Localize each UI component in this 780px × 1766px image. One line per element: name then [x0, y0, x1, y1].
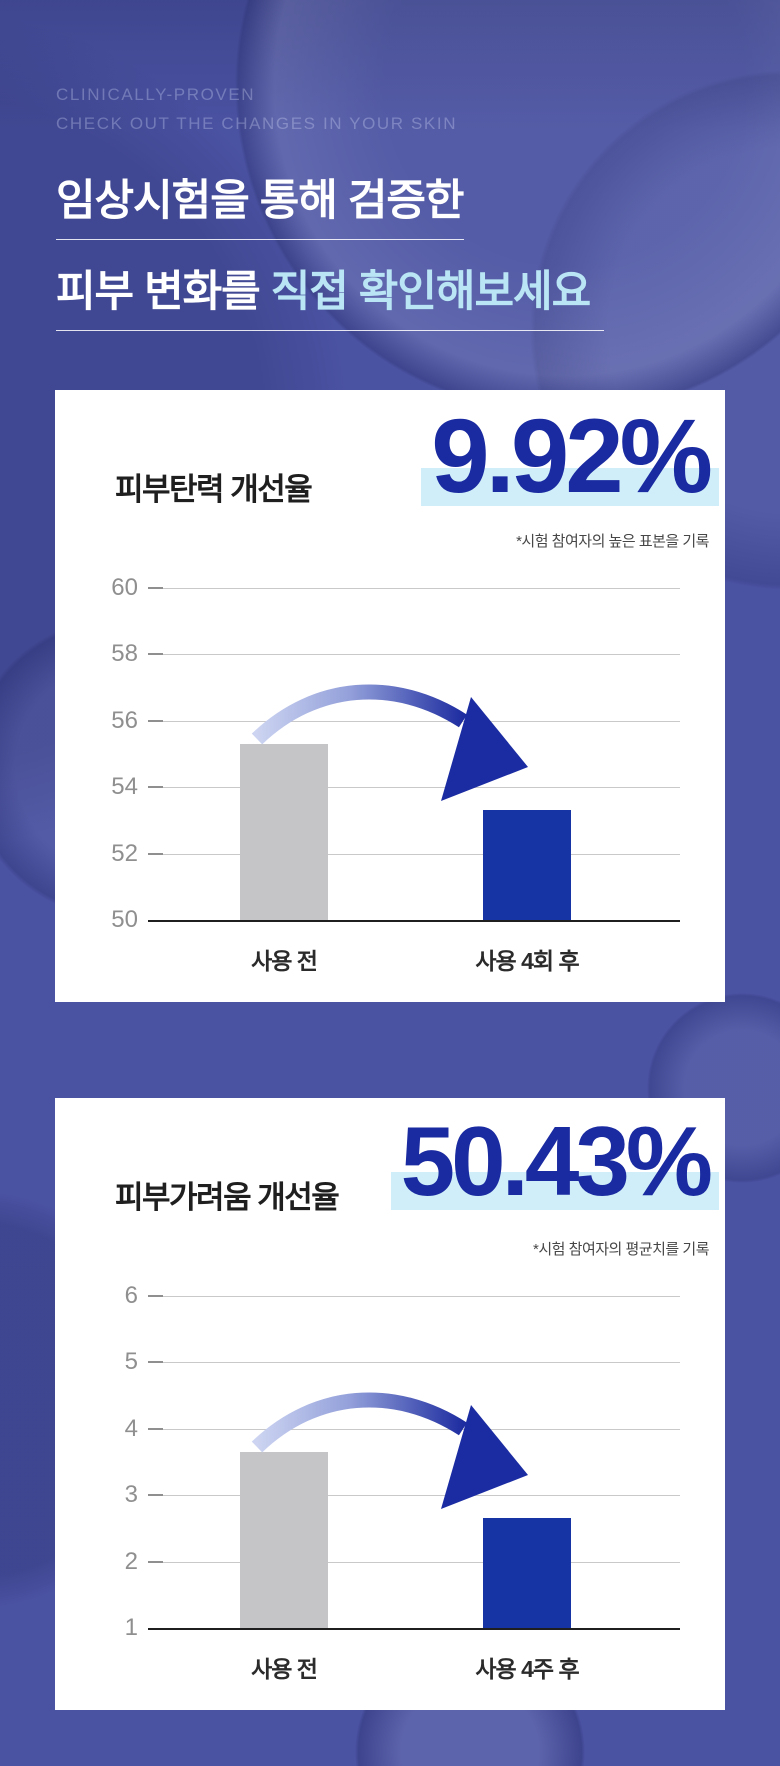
improvement-value-text: 50.43%	[400, 1106, 713, 1216]
headline: 임상시험을 통해 검증한 피부 변화를 직접 확인해보세요	[56, 166, 605, 331]
y-tick-label: 6	[124, 1282, 138, 1309]
y-tick-label: 1	[124, 1614, 138, 1641]
headline-accent: 직접 확인해보세요	[270, 268, 591, 316]
category-label-before: 사용 전	[251, 948, 318, 974]
result-card-elasticity: 피부탄력 개선율 9.92% *시험 참여자의 높은 표본을 기록 60 58 56…	[55, 390, 725, 1002]
improvement-value: 9.92%	[421, 404, 719, 509]
y-tick-label: 56	[111, 706, 138, 734]
category-label-before: 사용 전	[251, 1656, 318, 1682]
gridline	[148, 653, 680, 656]
gridline	[148, 1427, 680, 1430]
headline-line-2: 피부 변화를 직접 확인해보세요	[56, 257, 605, 331]
eyebrow-text: CLINICALLY-PROVEN CHECK OUT THE CHANGES …	[56, 80, 457, 138]
gridline	[148, 1560, 680, 1563]
y-tick-label: 4	[124, 1414, 138, 1442]
value-highlight-band	[421, 468, 719, 506]
y-tick-label: 52	[111, 839, 138, 867]
category-label-after: 사용 4회 후	[475, 948, 579, 974]
category-labels: 사용 전 사용 4회 후	[55, 942, 725, 974]
bar-chart: 6 5 4 3 2 1	[55, 1282, 725, 1641]
gridline	[148, 719, 680, 722]
bar-before	[240, 1452, 328, 1628]
y-tick-label: 54	[111, 773, 138, 801]
improvement-value-text: 9.92%	[431, 398, 713, 515]
gridline	[148, 1494, 680, 1497]
category-label-after: 사용 4주 후	[475, 1656, 579, 1682]
y-tick-label: 2	[124, 1547, 138, 1575]
result-note: *시험 참여자의 높은 표본을 기록	[516, 533, 709, 550]
card-title: 피부가려움 개선율	[115, 1180, 340, 1215]
y-tick-label: 3	[124, 1481, 138, 1509]
eyebrow-line-2: CHECK OUT THE CHANGES IN YOUR SKIN	[56, 114, 458, 133]
y-tick-label: 50	[111, 906, 138, 933]
y-tick-label: 5	[124, 1348, 138, 1376]
y-tick-label: 58	[111, 640, 138, 668]
eyebrow-line-1: CLINICALLY-PROVEN	[56, 85, 256, 104]
headline-line-2-prefix: 피부 변화를	[56, 268, 271, 316]
y-tick-label: 60	[111, 574, 138, 601]
decrease-arrow-icon	[251, 1392, 528, 1509]
x-axis-baseline	[148, 920, 680, 922]
gridline	[148, 852, 680, 855]
improvement-value: 50.43%	[390, 1112, 719, 1210]
gridline	[148, 587, 680, 589]
decrease-arrow-icon	[251, 684, 528, 801]
gridline	[148, 786, 680, 789]
gridline	[148, 1295, 680, 1297]
bar-chart: 60 58 56 54 52 50	[55, 574, 725, 933]
bar-after	[483, 1518, 571, 1628]
gridline	[148, 1361, 680, 1364]
card-title: 피부탄력 개선율	[115, 472, 313, 507]
headline-line-1: 임상시험을 통해 검증한	[56, 166, 464, 240]
value-highlight-band	[390, 1172, 719, 1210]
category-labels: 사용 전 사용 4주 후	[55, 1650, 725, 1682]
result-card-itchiness: 피부가려움 개선율 50.43% *시험 참여자의 평균치를 기록 6 5 4 3 2 1…	[55, 1098, 725, 1710]
result-note: *시험 참여자의 평균치를 기록	[533, 1241, 709, 1258]
bar-after	[483, 810, 571, 920]
bar-before	[240, 744, 328, 920]
x-axis-baseline	[148, 1628, 680, 1630]
